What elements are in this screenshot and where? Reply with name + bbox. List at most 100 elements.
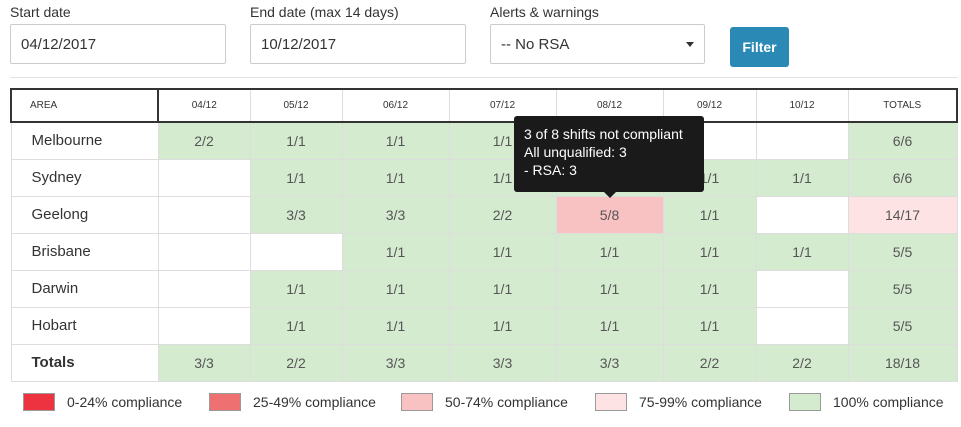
header-totals: TOTALS (847, 88, 958, 123)
compliance-cell[interactable]: 3/3 (249, 195, 343, 234)
compliance-cell[interactable] (157, 195, 251, 234)
end-date-label: End date (max 14 days) (250, 4, 399, 20)
totals-cell: 6/6 (847, 158, 958, 197)
compliance-cell[interactable] (157, 306, 251, 345)
compliance-cell[interactable] (249, 232, 343, 271)
compliance-cell[interactable]: 1/1 (341, 121, 450, 160)
compliance-cell[interactable]: 3/3 (341, 195, 450, 234)
alerts-select-value: -- No RSA (501, 35, 570, 53)
legend-label: 100% compliance (833, 394, 944, 410)
legend-item: 25-49% compliance (209, 393, 376, 411)
filter-button[interactable]: Filter (730, 27, 789, 67)
table-row: Melbourne 2/2 1/1 1/1 1/1 6/6 (10, 121, 958, 160)
table-row: Hobart 1/1 1/1 1/1 1/1 1/1 5/5 (10, 306, 958, 345)
compliance-cell[interactable]: 1/1 (555, 269, 664, 308)
legend-item: 100% compliance (789, 393, 944, 411)
totals-cell: 14/17 (847, 195, 958, 234)
compliance-cell[interactable]: 1/1 (755, 232, 849, 271)
legend-swatch (595, 393, 627, 411)
compliance-cell[interactable]: 1/1 (662, 306, 757, 345)
divider (10, 77, 958, 78)
compliance-cell[interactable]: 1/1 (662, 232, 757, 271)
compliance-cell[interactable]: 1/1 (341, 269, 450, 308)
tooltip-line: All unqualified: 3 (524, 144, 627, 160)
header-date: 05/12 (249, 88, 343, 123)
compliance-cell[interactable] (157, 232, 251, 271)
totals-cell: 2/2 (662, 343, 757, 382)
chevron-down-icon (686, 41, 694, 47)
start-date-input[interactable]: 04/12/2017 (10, 24, 226, 64)
legend-label: 0-24% compliance (67, 394, 183, 410)
tooltip-line: - RSA: 3 (524, 162, 577, 178)
compliance-cell[interactable]: 1/1 (249, 269, 343, 308)
table-header-row: AREA 04/12 05/12 06/12 07/12 08/12 09/12… (10, 88, 958, 123)
header-date: 10/12 (755, 88, 849, 123)
totals-label: Totals (10, 343, 159, 382)
totals-row: Totals 3/3 2/2 3/3 3/3 3/3 2/2 2/2 18/18 (10, 343, 958, 382)
table-row: Brisbane 1/1 1/1 1/1 1/1 1/1 5/5 (10, 232, 958, 271)
compliance-tooltip: 3 of 8 shifts not compliant All unqualif… (514, 116, 704, 192)
compliance-cell[interactable]: 1/1 (448, 232, 557, 271)
legend-label: 75-99% compliance (639, 394, 762, 410)
area-name: Brisbane (10, 232, 159, 271)
compliance-cell[interactable]: 5/8 (555, 195, 664, 234)
alerts-select[interactable]: -- No RSA (490, 24, 705, 64)
header-date: 06/12 (341, 88, 450, 123)
area-name: Hobart (10, 306, 159, 345)
legend-item: 0-24% compliance (23, 393, 182, 411)
area-name: Darwin (10, 269, 159, 308)
compliance-cell[interactable] (755, 195, 849, 234)
tooltip-arrow (604, 192, 616, 198)
legend-item: 50-74% compliance (401, 393, 568, 411)
compliance-cell[interactable]: 1/1 (662, 269, 757, 308)
compliance-cell[interactable] (755, 306, 849, 345)
legend-swatch (209, 393, 241, 411)
compliance-cell[interactable]: 1/1 (448, 306, 557, 345)
totals-cell: 3/3 (157, 343, 251, 382)
legend-swatch (401, 393, 433, 411)
alerts-label: Alerts & warnings (490, 4, 599, 20)
legend: 0-24% compliance 25-49% compliance 50-74… (0, 393, 961, 415)
compliance-cell[interactable]: 2/2 (448, 195, 557, 234)
compliance-cell[interactable] (157, 158, 251, 197)
totals-cell: 2/2 (755, 343, 849, 382)
tooltip-line: 3 of 8 shifts not compliant (524, 126, 683, 142)
start-date-label: Start date (10, 4, 71, 20)
compliance-cell[interactable]: 1/1 (341, 158, 450, 197)
compliance-cell[interactable]: 1/1 (448, 269, 557, 308)
table-row: Geelong 3/3 3/3 2/2 5/8 1/1 14/17 (10, 195, 958, 234)
totals-cell: 6/6 (847, 121, 958, 160)
area-name: Melbourne (10, 121, 159, 160)
legend-swatch (23, 393, 55, 411)
compliance-cell[interactable]: 1/1 (249, 158, 343, 197)
compliance-cell[interactable] (755, 121, 849, 160)
totals-cell: 18/18 (847, 343, 958, 382)
compliance-cell[interactable]: 1/1 (662, 195, 757, 234)
compliance-cell[interactable]: 1/1 (555, 232, 664, 271)
compliance-cell[interactable] (755, 269, 849, 308)
header-area: AREA (10, 88, 159, 123)
start-date-value: 04/12/2017 (21, 35, 97, 53)
compliance-cell[interactable]: 1/1 (341, 232, 450, 271)
area-name: Sydney (10, 158, 159, 197)
totals-cell: 3/3 (555, 343, 664, 382)
area-name: Geelong (10, 195, 159, 234)
compliance-cell[interactable]: 1/1 (249, 121, 343, 160)
compliance-cell[interactable]: 2/2 (157, 121, 251, 160)
end-date-input[interactable]: 10/12/2017 (250, 24, 466, 64)
compliance-cell[interactable]: 1/1 (341, 306, 450, 345)
compliance-cell[interactable]: 1/1 (249, 306, 343, 345)
legend-label: 25-49% compliance (253, 394, 376, 410)
legend-item: 75-99% compliance (595, 393, 762, 411)
header-date: 04/12 (157, 88, 251, 123)
totals-cell: 5/5 (847, 269, 958, 308)
totals-cell: 3/3 (341, 343, 450, 382)
end-date-value: 10/12/2017 (261, 35, 337, 53)
compliance-cell[interactable]: 1/1 (755, 158, 849, 197)
compliance-cell[interactable] (157, 269, 251, 308)
legend-swatch (789, 393, 821, 411)
totals-cell: 5/5 (847, 232, 958, 271)
header-date: 09/12 (662, 88, 757, 123)
table-row: Sydney 1/1 1/1 1/1 1/1 1/1 6/6 (10, 158, 958, 197)
compliance-cell[interactable]: 1/1 (555, 306, 664, 345)
